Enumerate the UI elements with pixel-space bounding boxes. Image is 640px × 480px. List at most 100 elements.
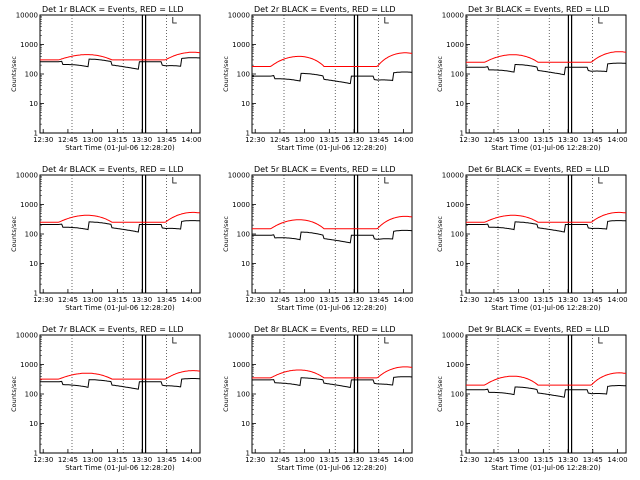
x-tick-label: 12:30: [459, 296, 479, 304]
x-tick-label: 13:30: [132, 456, 152, 464]
x-tick-label: 12:45: [58, 136, 78, 144]
chart-title: Det 1r BLACK = Events, RED = LLD: [42, 5, 184, 14]
x-tick-label: 12:30: [245, 136, 265, 144]
x-tick-label: 13:00: [295, 136, 315, 144]
y-tick-label: 1: [34, 450, 38, 458]
y-tick-label: 1: [460, 450, 464, 458]
x-tick-label: 13:15: [107, 456, 127, 464]
chart-panel: Det 3r BLACK = Events, RED = LLD 1 10 100 10…: [436, 5, 628, 152]
x-axis-label: Start Time (01-Jul-06 12:28:20): [65, 144, 175, 152]
x-tick-label: 13:45: [369, 296, 389, 304]
plot-frame: [465, 174, 627, 294]
y-tick-label: 100: [451, 231, 464, 239]
lld-series-line: [252, 215, 413, 230]
y-tick-label: 1: [34, 130, 38, 138]
plot-frame: [39, 174, 201, 294]
chart-title: Det 9r BLACK = Events, RED = LLD: [468, 325, 610, 334]
x-tick-label: 13:30: [344, 136, 364, 144]
x-tick-label: 13:30: [558, 456, 578, 464]
y-tick-label: 1: [246, 450, 250, 458]
y-tick-label: 1000: [20, 201, 38, 209]
y-tick-label: 1000: [446, 41, 464, 49]
x-axis-label: Start Time (01-Jul-06 12:28:20): [65, 304, 175, 312]
chart-title: Det 8r BLACK = Events, RED = LLD: [254, 325, 396, 334]
y-tick-label: 10: [455, 260, 464, 268]
chart-title: Det 6r BLACK = Events, RED = LLD: [468, 165, 610, 174]
x-tick-label: 13:30: [558, 296, 578, 304]
x-tick-label: 13:15: [107, 296, 127, 304]
x-tick-label: 12:30: [245, 456, 265, 464]
y-tick-label: 100: [25, 231, 38, 239]
x-tick-label: 14:00: [181, 296, 201, 304]
bracket-mark: [172, 17, 177, 24]
x-tick-label: 12:45: [58, 296, 78, 304]
x-tick-label: 12:45: [270, 456, 290, 464]
x-axis-label: Start Time (01-Jul-06 12:28:20): [277, 304, 387, 312]
events-series-line: [252, 229, 413, 244]
y-tick-label: 100: [237, 231, 250, 239]
x-tick-label: 13:15: [533, 136, 553, 144]
y-tick-label: 1: [246, 130, 250, 138]
y-tick-label: 1000: [232, 361, 250, 369]
y-tick-label: 10000: [228, 172, 250, 180]
chart-panel: Det 5r BLACK = Events, RED = LLD 1 10 100 10…: [222, 165, 414, 312]
x-tick-label: 14:00: [607, 136, 627, 144]
y-tick-label: 100: [25, 391, 38, 399]
y-axis-label: Counts/sec: [10, 376, 18, 412]
y-tick-label: 10000: [16, 172, 38, 180]
y-tick-label: 1: [246, 290, 250, 298]
x-tick-label: 13:00: [509, 136, 529, 144]
x-tick-label: 13:00: [83, 456, 103, 464]
y-tick-label: 1000: [232, 201, 250, 209]
lld-series-line: [466, 51, 627, 63]
x-tick-label: 12:30: [459, 456, 479, 464]
y-axis-label: Counts/sec: [436, 216, 444, 252]
y-tick-label: 10000: [442, 332, 464, 340]
x-tick-label: 13:45: [583, 296, 603, 304]
bracket-mark: [384, 177, 389, 184]
x-tick-label: 13:45: [157, 296, 177, 304]
x-tick-label: 13:00: [509, 296, 529, 304]
x-tick-label: 12:30: [33, 456, 53, 464]
x-axis-label: Start Time (01-Jul-06 12:28:20): [277, 464, 387, 472]
x-tick-label: 13:00: [295, 296, 315, 304]
y-axis-label: Counts/sec: [436, 376, 444, 412]
x-tick-label: 13:45: [369, 136, 389, 144]
x-tick-label: 14:00: [181, 136, 201, 144]
y-axis-label: Counts/sec: [10, 216, 18, 252]
chart-panel: Det 4r BLACK = Events, RED = LLD 1 10 100 10…: [10, 165, 202, 312]
x-tick-label: 13:15: [319, 136, 339, 144]
x-tick-label: 13:30: [558, 136, 578, 144]
x-tick-label: 14:00: [607, 296, 627, 304]
x-tick-label: 13:15: [319, 296, 339, 304]
chart-panel: Det 2r BLACK = Events, RED = LLD 1 10 100 10…: [222, 5, 414, 152]
chart-title: Det 4r BLACK = Events, RED = LLD: [42, 165, 184, 174]
x-tick-label: 13:00: [83, 136, 103, 144]
x-tick-label: 13:45: [369, 456, 389, 464]
x-tick-label: 12:30: [459, 136, 479, 144]
plot-frame: [39, 14, 201, 134]
x-tick-label: 13:45: [583, 456, 603, 464]
x-axis-label: Start Time (01-Jul-06 12:28:20): [277, 144, 387, 152]
y-tick-label: 100: [451, 71, 464, 79]
x-tick-label: 13:00: [295, 456, 315, 464]
x-tick-label: 12:30: [33, 296, 53, 304]
y-tick-label: 10000: [16, 12, 38, 20]
lld-series-line: [40, 370, 201, 380]
x-tick-label: 13:00: [83, 296, 103, 304]
y-axis-label: Counts/sec: [222, 216, 230, 252]
x-tick-label: 13:15: [107, 136, 127, 144]
y-tick-label: 10000: [442, 172, 464, 180]
bracket-mark: [598, 337, 603, 344]
lld-series-line: [252, 366, 413, 379]
y-tick-label: 10000: [228, 332, 250, 340]
y-tick-label: 10000: [442, 12, 464, 20]
x-axis-label: Start Time (01-Jul-06 12:28:20): [65, 464, 175, 472]
y-tick-label: 100: [237, 391, 250, 399]
plot-frame: [39, 334, 201, 454]
lld-series-line: [40, 211, 201, 223]
x-tick-label: 13:30: [344, 296, 364, 304]
x-tick-label: 14:00: [393, 296, 413, 304]
y-tick-label: 100: [237, 71, 250, 79]
